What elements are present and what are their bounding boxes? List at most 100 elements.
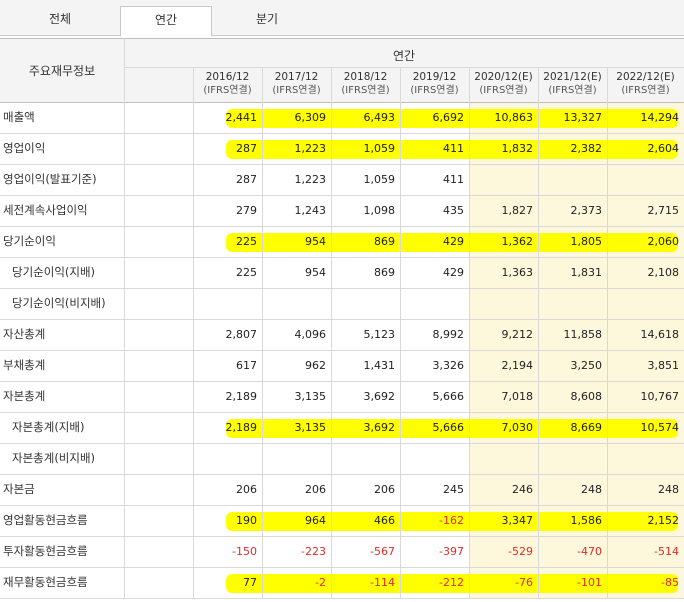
table-cell — [469, 164, 538, 195]
table-cell: -397 — [439, 545, 464, 558]
row-label[interactable]: 투자활동현금흐름 — [3, 544, 88, 558]
grid-line — [0, 598, 684, 599]
table-cell: 7,018 — [501, 390, 534, 403]
row-highlight-marker — [226, 574, 678, 593]
table-cell: 617 — [236, 359, 257, 372]
table-cell: 435 — [443, 204, 464, 217]
column-period: 2017/12 — [274, 71, 319, 83]
column-header: 2016/12 (IFRS연결) — [193, 71, 262, 97]
table-cell: 248 — [658, 483, 679, 496]
table-cell: 8,992 — [432, 328, 465, 341]
table-cell: -2 — [315, 576, 326, 589]
table-cell: 14,294 — [640, 111, 680, 124]
table-cell: 3,692 — [363, 390, 396, 403]
row-label[interactable]: 부채총계 — [3, 358, 46, 372]
row-label[interactable]: 당기순이익 — [3, 234, 56, 248]
table-cell: 1,827 — [501, 204, 534, 217]
table-cell: -223 — [301, 545, 326, 558]
grid-line — [0, 443, 684, 444]
row-label[interactable]: 자본총계(지배) — [12, 420, 85, 434]
row-header-title: 주요재무정보 — [28, 64, 96, 78]
column-header: 2017/12 (IFRS연결) — [262, 71, 331, 97]
row-label[interactable]: 자산총계 — [3, 327, 46, 341]
table-cell: 10,574 — [640, 421, 680, 434]
column-header: 2019/12 (IFRS연결) — [400, 71, 469, 97]
row-label[interactable]: 당기순이익(비지배) — [12, 296, 106, 310]
column-header: 2021/12(E) (IFRS연결) — [538, 71, 607, 97]
row-label[interactable]: 당기순이익(지배) — [12, 265, 96, 279]
grid-line — [331, 67, 332, 598]
row-label[interactable]: 영업이익 — [3, 141, 46, 155]
table-cell — [607, 164, 684, 195]
table-cell — [538, 288, 607, 319]
period-tab-bar: 전체 연간 분기 — [0, 0, 684, 37]
grid-line — [0, 195, 684, 196]
table-cell: 10,863 — [494, 111, 534, 124]
table-cell: 1,098 — [363, 204, 396, 217]
table-cell: 279 — [236, 204, 257, 217]
table-cell: 206 — [305, 483, 326, 496]
grid-line — [0, 381, 684, 382]
table-cell: 5,666 — [432, 421, 465, 434]
table-cell: 5,666 — [432, 390, 465, 403]
tab-annual[interactable]: 연간 — [120, 6, 212, 37]
row-label[interactable]: 자본총계(비지배) — [12, 451, 96, 465]
table-cell: 8,669 — [570, 421, 603, 434]
financial-summary-table: 주요재무정보 연간 2016/12 (IFRS연결) 2017/12 (IFRS연결)… — [0, 38, 684, 602]
row-label[interactable]: 매출액 — [3, 110, 35, 124]
table-cell: 14,618 — [640, 328, 680, 341]
table-cell: 6,309 — [294, 111, 327, 124]
table-cell: 3,135 — [294, 390, 327, 403]
row-label[interactable]: 세전계속사업이익 — [3, 203, 88, 217]
table-cell: 964 — [305, 514, 326, 527]
table-cell: 429 — [443, 235, 464, 248]
column-period: 2018/12 — [343, 71, 388, 83]
table-cell: 1,059 — [363, 142, 396, 155]
grid-line — [0, 412, 684, 413]
table-cell: 9,212 — [501, 328, 534, 341]
grid-line — [0, 226, 684, 227]
row-label[interactable]: 영업이익(발표기준) — [3, 172, 97, 186]
table-cell: 411 — [443, 142, 464, 155]
row-highlight-marker — [226, 140, 678, 159]
table-cell: 248 — [581, 483, 602, 496]
grid-line — [193, 67, 194, 598]
row-highlight-marker — [226, 233, 678, 252]
row-label[interactable]: 자본총계 — [3, 389, 46, 403]
column-basis: (IFRS연결) — [479, 85, 528, 96]
table-cell — [193, 443, 262, 474]
grid-line — [262, 67, 263, 598]
table-cell: 411 — [443, 173, 464, 186]
table-cell — [538, 443, 607, 474]
tab-all[interactable]: 전체 — [48, 12, 72, 26]
table-cell — [469, 443, 538, 474]
table-cell: 1,059 — [363, 173, 396, 186]
grid-line — [607, 67, 608, 598]
row-label[interactable]: 재무활동현금흐름 — [3, 575, 88, 589]
column-header: 2018/12 (IFRS연결) — [331, 71, 400, 97]
table-cell: 225 — [236, 235, 257, 248]
table-cell: 2,194 — [501, 359, 534, 372]
tab-quarterly[interactable]: 분기 — [255, 12, 279, 26]
table-cell: 869 — [374, 235, 395, 248]
table-cell — [607, 443, 684, 474]
table-cell: 1,362 — [501, 235, 534, 248]
table-cell: 2,152 — [647, 514, 680, 527]
table-cell: 245 — [443, 483, 464, 496]
grid-line — [0, 350, 684, 351]
table-cell: -150 — [232, 545, 257, 558]
column-basis: (IFRS연결) — [548, 85, 597, 96]
grid-line — [124, 67, 684, 68]
grid-line — [124, 38, 125, 598]
table-cell: -529 — [508, 545, 533, 558]
table-cell: 10,767 — [640, 390, 680, 403]
table-cell: 1,431 — [363, 359, 396, 372]
row-label[interactable]: 영업활동현금흐름 — [3, 513, 88, 527]
annual-group-title: 연간 — [392, 49, 416, 63]
table-cell: 2,807 — [225, 328, 258, 341]
table-cell — [331, 288, 400, 319]
table-cell: 1,831 — [570, 266, 603, 279]
row-label[interactable]: 자본금 — [3, 482, 35, 496]
table-header-bg — [0, 38, 684, 102]
table-cell — [262, 288, 331, 319]
